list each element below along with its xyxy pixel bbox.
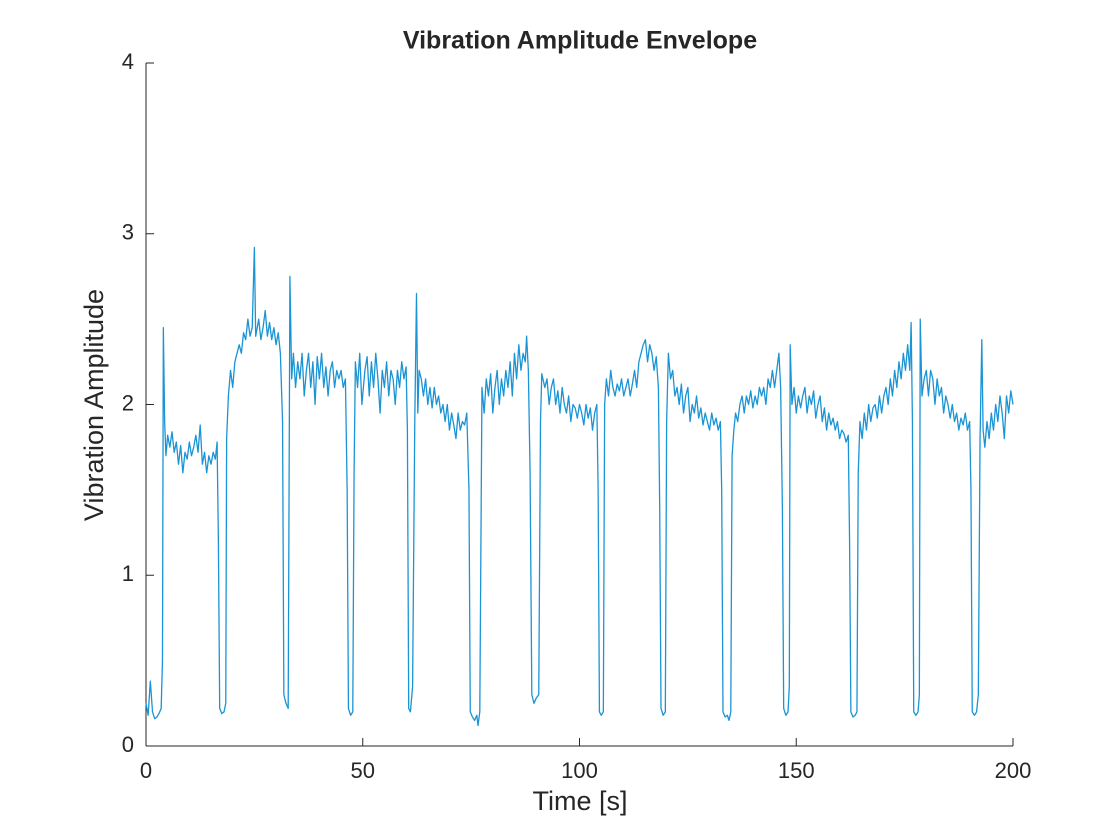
x-tick-label: 50: [351, 758, 375, 783]
x-tick-label: 0: [140, 758, 152, 783]
y-tick-label: 4: [122, 49, 134, 74]
x-tick-label: 150: [778, 758, 815, 783]
y-axis-label: Vibration Amplitude: [79, 289, 109, 521]
chart-title: Vibration Amplitude Envelope: [403, 27, 757, 55]
x-axis-label: Time [s]: [532, 786, 627, 816]
y-tick-label: 2: [122, 390, 134, 415]
y-tick-label: 3: [122, 220, 134, 245]
data-line: [145, 246, 1014, 727]
x-tick-label: 200: [995, 758, 1032, 783]
y-tick-label: 1: [122, 561, 134, 586]
y-tick-label: 0: [122, 732, 134, 757]
x-tick-label: 100: [561, 758, 598, 783]
